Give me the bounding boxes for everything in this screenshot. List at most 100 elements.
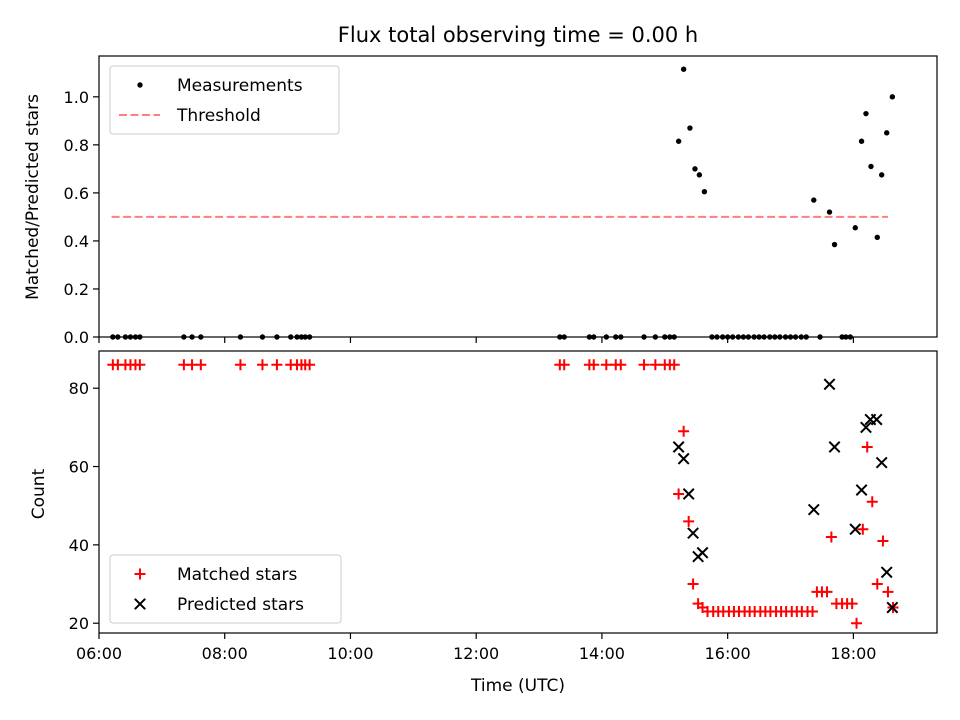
data-point [851, 617, 863, 629]
data-point [132, 334, 139, 340]
data-point [714, 334, 720, 340]
data-point [304, 359, 316, 371]
bottom-series-predicted-stars [672, 378, 899, 614]
top-y-tick-label: 0.4 [64, 232, 89, 251]
data-point [751, 334, 757, 340]
top-y-tick-label: 0.0 [64, 328, 89, 347]
data-point [871, 578, 883, 590]
x-tick-label: 06:00 [76, 644, 122, 663]
data-point [671, 334, 677, 340]
data-point [823, 378, 836, 391]
x-tick-label: 18:00 [830, 644, 876, 663]
data-point [271, 359, 283, 371]
data-point [618, 334, 624, 340]
data-point [767, 334, 773, 340]
data-point [787, 334, 794, 340]
data-point [740, 334, 747, 340]
data-point [724, 334, 731, 340]
data-point [735, 334, 742, 340]
data-point [882, 586, 894, 598]
data-point [886, 601, 899, 614]
top-series-measurements [110, 66, 896, 340]
data-point [110, 334, 116, 340]
legend-frame [109, 65, 340, 135]
data-point [839, 334, 845, 340]
data-point [677, 452, 690, 465]
data-point [652, 334, 659, 340]
data-point [807, 605, 819, 617]
data-point [701, 188, 708, 195]
data-point [288, 334, 294, 340]
data-point [884, 130, 890, 136]
data-point [137, 334, 143, 340]
data-point [696, 546, 709, 559]
data-point [603, 334, 610, 340]
data-point [134, 359, 146, 371]
data-point [782, 334, 789, 340]
legend-label: Matched stars [177, 565, 297, 585]
data-point [591, 334, 597, 340]
legend-swatch [134, 568, 146, 580]
data-point [234, 359, 246, 371]
data-point [719, 334, 726, 340]
data-point [687, 125, 693, 131]
data-point [615, 359, 627, 371]
data-point [692, 166, 698, 172]
x-tick-label: 12:00 [453, 644, 499, 663]
data-point [198, 334, 204, 340]
data-point [638, 359, 650, 371]
data-point [259, 334, 266, 340]
top-axes-frame [98, 55, 938, 338]
y-axis-label-count: Count [29, 468, 49, 519]
data-point [696, 172, 703, 178]
legend-label: Measurements [177, 76, 303, 96]
data-point [557, 334, 563, 340]
data-point [803, 334, 809, 340]
data-point [729, 334, 736, 340]
data-point [127, 334, 134, 340]
data-point [302, 334, 308, 340]
bottom-y-tick-label: 80 [69, 379, 89, 398]
data-point [858, 138, 865, 144]
data-point [274, 334, 280, 340]
data-point [294, 334, 300, 340]
bottom-panel: 20 40 60 80 06:00 08:00 10:00 12:00 14:00 16:00 18… [69, 350, 938, 663]
data-point [811, 197, 817, 203]
data-point [588, 359, 600, 371]
data-point [878, 172, 885, 178]
data-point [849, 523, 862, 536]
data-point [675, 138, 682, 144]
data-point [860, 421, 872, 434]
bottom-series-matched-stars [107, 359, 899, 629]
data-point [662, 334, 668, 340]
data-point [817, 334, 823, 340]
data-point [745, 334, 752, 340]
x-tick-label: 14:00 [579, 644, 625, 663]
data-point [777, 334, 783, 340]
data-point [875, 456, 888, 469]
data-point [649, 359, 661, 371]
data-point [756, 334, 762, 340]
legend-frame [109, 554, 342, 624]
data-point [256, 359, 268, 371]
data-point [682, 488, 695, 500]
data-point [195, 359, 207, 371]
data-point [672, 441, 685, 453]
x-axis-label: Time (UTC) [470, 676, 565, 696]
data-point [561, 334, 567, 340]
data-point [668, 359, 680, 371]
data-point [687, 578, 699, 590]
data-point [792, 334, 799, 340]
data-point [852, 225, 858, 231]
data-point [828, 441, 841, 453]
data-point [877, 535, 889, 547]
data-point [761, 334, 767, 340]
data-point [889, 94, 896, 100]
data-point [709, 334, 715, 340]
data-point [558, 359, 570, 371]
data-point [857, 523, 869, 535]
data-point [870, 413, 883, 426]
data-point [613, 334, 619, 340]
bottom-y-tick-label: 20 [69, 614, 89, 633]
